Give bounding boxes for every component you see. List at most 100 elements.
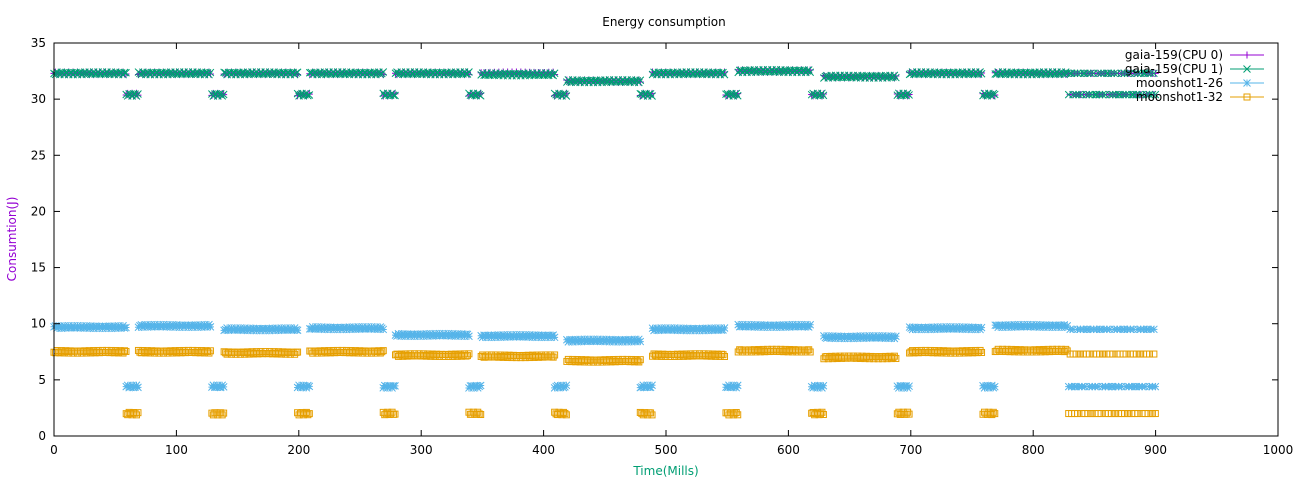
data-point <box>206 347 214 355</box>
data-point <box>561 409 569 417</box>
data-point <box>1243 51 1251 59</box>
data-point <box>524 333 533 342</box>
data-point <box>1150 325 1158 334</box>
data-point <box>1086 69 1095 78</box>
y-tick-label: 0 <box>38 429 46 443</box>
data-point <box>463 352 471 360</box>
data-point <box>137 321 146 329</box>
plot-marks <box>50 65 1160 419</box>
data-point <box>401 332 410 341</box>
data-point <box>822 334 831 343</box>
data-point <box>1108 90 1117 99</box>
data-point <box>298 383 306 392</box>
data-point <box>621 335 630 344</box>
data-point <box>890 334 899 343</box>
data-point <box>264 324 273 333</box>
data-point <box>861 332 869 340</box>
data-point <box>478 333 487 342</box>
data-point <box>1056 321 1064 329</box>
data-point <box>809 383 817 392</box>
data-point <box>905 91 913 99</box>
data-point <box>653 324 661 332</box>
data-point <box>416 330 425 339</box>
data-point <box>703 324 711 333</box>
data-point <box>519 333 528 341</box>
data-point <box>983 381 992 390</box>
data-point <box>759 323 768 332</box>
data-point <box>719 351 727 359</box>
data-point <box>1069 325 1077 334</box>
data-point <box>636 76 645 85</box>
legend-label: moonshot1-26 <box>1136 76 1223 90</box>
data-point <box>1123 69 1132 78</box>
data-point <box>648 411 656 419</box>
data-point <box>320 325 329 334</box>
data-point <box>465 68 473 76</box>
data-point <box>190 321 199 330</box>
data-point <box>528 333 537 342</box>
y-tick-label: 10 <box>31 317 46 331</box>
data-point <box>1094 69 1102 78</box>
data-point <box>114 322 123 330</box>
data-point <box>672 325 680 334</box>
data-point <box>1080 69 1089 78</box>
data-point <box>293 383 302 392</box>
data-point <box>518 332 527 341</box>
data-point <box>682 326 691 335</box>
x-tick-label: 200 <box>287 443 310 457</box>
data-point <box>634 78 643 87</box>
data-point <box>350 323 358 331</box>
data-point <box>721 352 729 360</box>
x-tick-label: 800 <box>1022 443 1045 457</box>
data-point <box>804 66 813 74</box>
data-point <box>1097 410 1105 418</box>
data-point <box>134 383 142 392</box>
data-point <box>304 411 312 419</box>
data-point <box>890 71 899 80</box>
data-point <box>1117 382 1126 391</box>
data-point <box>1151 410 1159 418</box>
data-point <box>1070 69 1079 78</box>
series-moonshot1-32 <box>50 345 1159 419</box>
data-point <box>316 325 324 334</box>
data-point <box>1120 69 1129 78</box>
data-point <box>648 92 656 100</box>
data-point <box>605 337 614 346</box>
data-point <box>852 332 861 341</box>
data-point <box>451 332 460 340</box>
data-point <box>647 409 655 417</box>
data-point <box>1147 69 1155 78</box>
data-point <box>223 324 231 332</box>
data-point <box>243 326 252 335</box>
data-point <box>1075 90 1083 99</box>
data-point <box>648 324 657 333</box>
x-axis: 0 100 200 300 400 500 600 700 800 900 1000 <box>50 43 1293 457</box>
data-point <box>698 324 707 333</box>
data-point <box>191 321 200 329</box>
data-point <box>1083 69 1092 78</box>
data-point <box>292 69 300 77</box>
data-point <box>1105 325 1114 334</box>
data-point <box>813 383 822 392</box>
data-point <box>990 382 999 391</box>
data-point <box>1098 90 1107 99</box>
data-point <box>1145 90 1154 99</box>
y-axis-label: Consumtion(J) <box>5 197 19 282</box>
data-point <box>991 410 999 418</box>
data-point <box>134 409 142 417</box>
y-tick-label: 35 <box>31 36 46 50</box>
data-point <box>369 324 377 333</box>
data-point <box>821 333 830 342</box>
data-point <box>248 326 256 335</box>
data-point <box>218 411 226 419</box>
data-point <box>601 337 609 346</box>
data-point <box>1010 320 1019 329</box>
data-point <box>819 91 828 100</box>
data-point <box>465 332 473 341</box>
legend-item: moonshot1-26 <box>1136 76 1264 90</box>
data-point <box>549 71 558 80</box>
data-point <box>624 336 633 345</box>
data-point <box>494 331 503 339</box>
data-point <box>678 326 686 335</box>
data-point <box>711 324 720 332</box>
